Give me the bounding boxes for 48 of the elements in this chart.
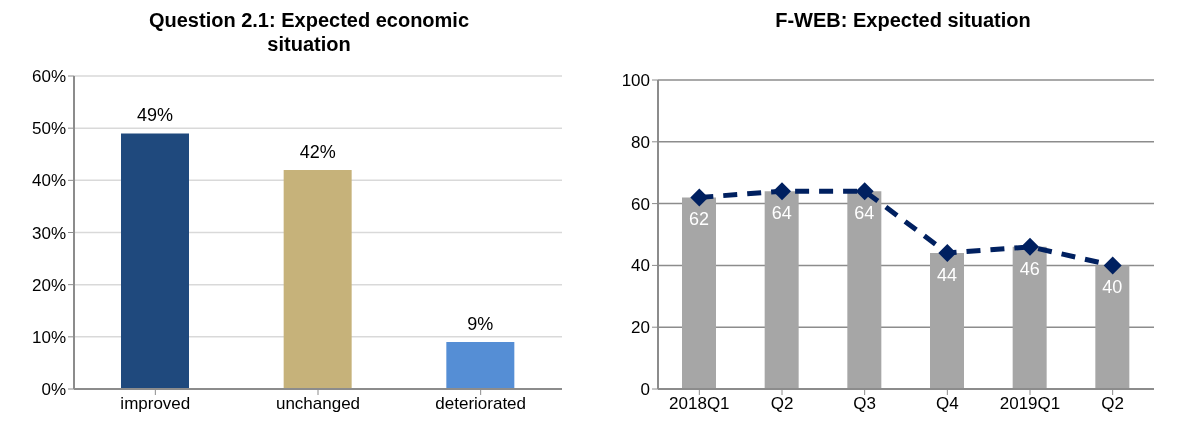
y-tick-label: 60% bbox=[31, 67, 66, 87]
y-tick-label: 60 bbox=[631, 194, 650, 214]
point bbox=[690, 188, 709, 207]
bar bbox=[847, 191, 882, 389]
y-tick-label: 40 bbox=[631, 256, 650, 276]
bar bbox=[1095, 265, 1130, 389]
x-tick-label: improved bbox=[120, 394, 191, 414]
y-tick-label: 40% bbox=[31, 171, 66, 191]
chart-title: Question 2.1: Expected economic situation bbox=[147, 8, 471, 57]
point bbox=[855, 182, 874, 201]
chart-title: F-WEB: Expected situation bbox=[774, 8, 1032, 33]
point bbox=[1103, 256, 1122, 275]
y-tick-label: 30% bbox=[31, 223, 66, 243]
data-label: 64 bbox=[771, 203, 792, 224]
y-tick-label: 80 bbox=[631, 132, 650, 152]
bar bbox=[446, 342, 515, 389]
y-tick-label: 20% bbox=[31, 275, 66, 295]
bar bbox=[764, 191, 799, 389]
data-label: 44 bbox=[936, 265, 958, 286]
x-tick-label: Q4 bbox=[935, 394, 959, 414]
x-tick-label: 2019Q1 bbox=[999, 394, 1061, 414]
x-tick-label: Q3 bbox=[853, 394, 877, 414]
x-tick-label: deteriorated bbox=[435, 394, 527, 414]
x-tick-label: Q2 bbox=[1101, 394, 1125, 414]
y-tick-label: 0% bbox=[41, 380, 66, 400]
x-tick-label: 2018Q1 bbox=[669, 394, 730, 414]
data-label: 9% bbox=[467, 314, 494, 335]
data-label: 62 bbox=[688, 209, 710, 230]
y-tick-label: 10% bbox=[31, 327, 66, 347]
y-tick-label: 100 bbox=[621, 71, 650, 91]
bar bbox=[283, 169, 352, 389]
point bbox=[773, 182, 791, 201]
y-tick-label: 20 bbox=[631, 318, 650, 338]
point bbox=[1021, 237, 1039, 256]
bar bbox=[121, 133, 189, 389]
y-tick-label: 50% bbox=[31, 119, 66, 139]
bar bbox=[1012, 246, 1047, 389]
data-label: 40 bbox=[1102, 277, 1123, 298]
data-label: 46 bbox=[1019, 258, 1040, 279]
data-label: 42% bbox=[299, 141, 336, 162]
bar bbox=[682, 197, 716, 389]
x-tick-label: unchanged bbox=[275, 394, 361, 414]
y-tick-label: 0 bbox=[640, 380, 650, 400]
data-label: 64 bbox=[854, 203, 875, 224]
x-tick-label: Q2 bbox=[770, 394, 794, 414]
point bbox=[938, 244, 957, 263]
bar bbox=[930, 253, 964, 389]
data-label: 49% bbox=[136, 105, 174, 126]
